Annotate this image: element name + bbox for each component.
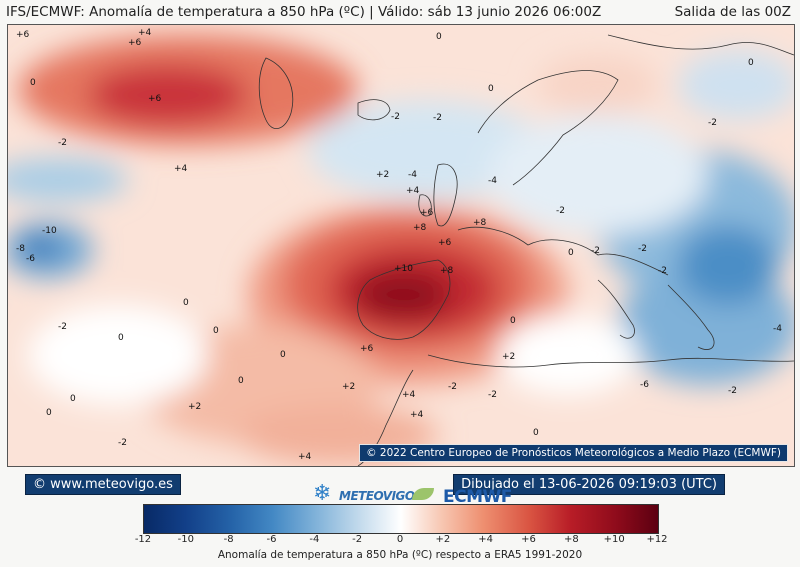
contour-label: 0 [568,248,574,258]
colorbar-tick: -6 [266,534,277,545]
contour-label: -2 [58,138,67,148]
contour-label: -2 [591,246,600,256]
contour-label: 0 [70,394,76,404]
contour-label: -6 [26,254,35,264]
meteovigo-logo: METEOVIGO [339,489,415,503]
colorbar-tick: +12 [646,534,668,545]
colorbar-tick: +8 [563,534,579,545]
colorbar-label: Anomalía de temperatura a 850 hPa (ºC) r… [217,549,583,561]
contour-label: -2 [118,438,127,448]
contour-label: +4 [410,410,424,420]
contour-label: -2 [488,390,497,400]
colorbar-tick: -10 [177,534,194,545]
contour-label: -2 [433,113,442,123]
contour-label: 0 [510,316,516,326]
contour-label: +8 [413,223,427,233]
contour-label: +2 [342,382,355,392]
contour-label: +6 [438,238,452,248]
contour-label: +8 [440,266,454,276]
anomaly-field [8,35,794,465]
contour-label: 0 [280,350,286,360]
colorbar-tick: 0 [396,534,404,545]
ecmwf-logo: ECMWF [443,487,512,507]
site-link[interactable]: © www.meteovigo.es [25,474,181,495]
colorbar-tick: +2 [435,534,451,545]
contour-label: +8 [473,218,487,228]
contour-label: -2 [556,206,565,216]
contour-label: +6 [420,208,434,218]
contour-label: +2 [376,170,389,180]
colorbar-tick: +4 [478,534,494,545]
contour-label: -4 [488,176,497,186]
coastlines [258,34,794,466]
contour-labels: +6 +6 +4 0 0 0 0 0 0 0 0 0 0 0 0 0 0 -2 … [16,28,782,462]
contour-label: +4 [402,390,416,400]
map-canvas: +6 +6 +4 0 0 0 0 0 0 0 0 0 0 0 0 0 0 -2 … [8,25,794,466]
logos: ❄ METEOVIGO ECMWF [313,481,533,509]
map-title: IFS/ECMWF: Anomalía de temperatura a 850… [6,4,602,20]
colorbar [143,504,659,534]
contour-label: -2 [391,112,400,122]
contour-label: 0 [46,408,52,418]
contour-label: 0 [533,428,539,438]
leaf-icon [412,488,434,500]
contour-label: -2 [708,118,717,128]
contour-label: +6 [148,94,162,104]
contour-label: -2 [58,322,67,332]
contour-label: +2 [502,352,515,362]
contour-label: -2 [728,386,737,396]
contour-label: 0 [30,78,36,88]
copyright-note: © 2022 Centro Europeo de Pronósticos Met… [359,444,788,462]
contour-label: +4 [174,164,188,174]
contour-label: -4 [773,324,782,334]
contour-label: 0 [183,298,189,308]
contour-label: +4 [298,452,312,462]
snowflake-icon: ❄ [313,481,332,506]
contour-label: 0 [118,333,124,343]
contour-label: -6 [640,380,649,390]
contour-label: -8 [16,244,25,254]
contour-label: -2 [658,266,667,276]
anomaly-map: +6 +6 +4 0 0 0 0 0 0 0 0 0 0 0 0 0 0 -2 … [7,24,795,467]
colorbar-tick: -8 [223,534,234,545]
contour-label: +2 [188,402,201,412]
contour-label: 0 [238,376,244,386]
contour-label: +4 [138,28,152,38]
contour-label: +6 [128,38,142,48]
contour-label: +6 [16,30,30,40]
colorbar-tick: -4 [309,534,320,545]
colorbar-tick: +10 [603,534,625,545]
contour-label: -4 [408,170,417,180]
model-run: Salida de las 00Z [674,4,791,20]
colorbar-ticks: -12 -10 -8 -6 -4 -2 0 +2 +4 +6 +8 +10 +12 [135,534,668,546]
contour-label: +10 [394,264,413,274]
contour-label: 0 [436,32,442,42]
contour-label: -10 [42,226,57,236]
contour-label: -2 [448,382,457,392]
contour-label: 0 [748,58,754,68]
contour-label: +6 [360,344,374,354]
colorbar-tick: -12 [134,534,152,545]
colorbar-tick: +6 [521,534,536,545]
drawn-timestamp: Dibujado el 13-06-2026 09:19:03 (UTC) [453,474,725,495]
contour-label: -2 [638,244,647,254]
contour-label: 0 [488,84,494,94]
contour-label: +4 [406,186,420,196]
contour-label: 0 [213,326,219,336]
colorbar-tick: -2 [352,534,363,545]
